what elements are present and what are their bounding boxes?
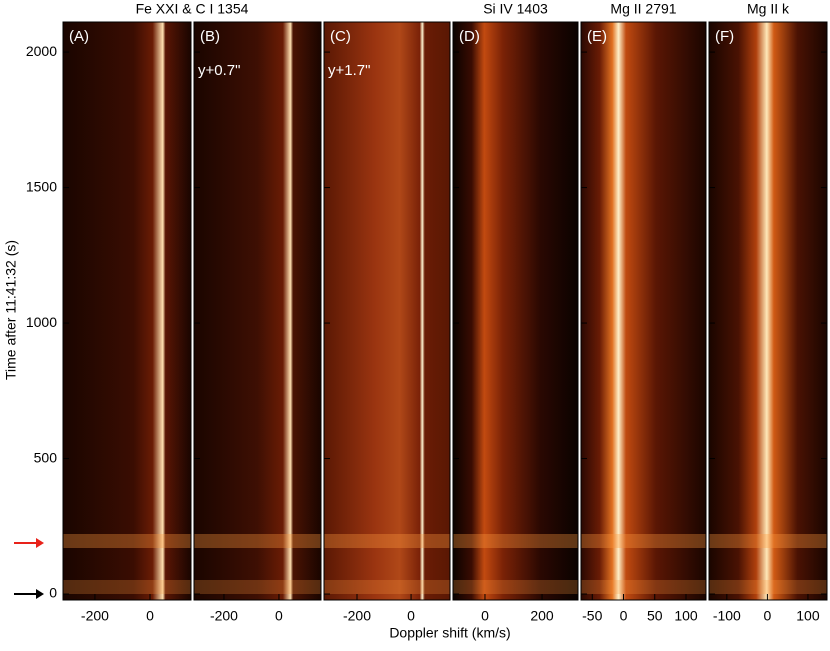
flare-band (324, 580, 450, 594)
x-axis-label: Doppler shift (km/s) (389, 625, 510, 641)
x-tick-label: 100 (674, 608, 698, 624)
spectral-image (453, 22, 578, 600)
x-tick-label: 0 (146, 608, 154, 624)
arrow-head (36, 538, 44, 548)
x-tick-label: 0 (275, 608, 283, 624)
panel-title: Mg II k (747, 1, 790, 17)
flare-band (63, 580, 191, 594)
panel-label: (E) (587, 28, 607, 45)
arrow-head (36, 589, 44, 599)
x-tick-label: 200 (530, 608, 554, 624)
flare-band (709, 534, 827, 548)
panel-frame (323, 21, 451, 601)
y-tick-label: 1000 (26, 314, 57, 330)
flare-band (453, 580, 578, 594)
flare-band (194, 580, 321, 594)
x-tick-label: -100 (713, 608, 741, 624)
y-tick-label: 0 (49, 585, 57, 601)
x-tick-label: -200 (343, 608, 371, 624)
flare-band (324, 534, 450, 548)
panel-label: (F) (715, 28, 734, 45)
x-tick-label: 0 (620, 608, 628, 624)
y-tick-label: 1500 (26, 178, 57, 194)
panel-frame (580, 21, 707, 601)
panel-label: (C) (330, 28, 351, 45)
panel-label: (B) (200, 28, 220, 45)
x-tick-label: -200 (210, 608, 238, 624)
y-axis-label: Time after 11:41:32 (s) (3, 240, 19, 380)
y-tick-label: 2000 (26, 43, 57, 59)
flare-band (581, 534, 706, 548)
x-tick-label: -50 (582, 608, 602, 624)
x-tick-label: 0 (481, 608, 489, 624)
panel-title: Si IV 1403 (483, 1, 548, 17)
flare-band (63, 534, 191, 548)
panel-title: Fe XXI & C I 1354 (136, 1, 249, 17)
panel-label: (D) (459, 28, 480, 45)
panel-frame (62, 21, 192, 601)
panel-frame (708, 21, 828, 601)
x-tick-label: 0 (407, 608, 415, 624)
spectral-image (324, 22, 450, 600)
x-tick-label: -200 (81, 608, 109, 624)
x-tick-label: 50 (647, 608, 663, 624)
spectral-image (194, 22, 321, 600)
flare-band (194, 534, 321, 548)
panel-note: y+0.7" (198, 62, 240, 79)
spectral-image (709, 22, 827, 600)
x-tick-label: 0 (763, 608, 771, 624)
spectral-image (581, 22, 706, 600)
y-tick-label: 500 (34, 449, 58, 465)
panel-frame (452, 21, 579, 601)
flare-band (581, 580, 706, 594)
x-tick-label: 100 (796, 608, 820, 624)
panel-title: Mg II 2791 (610, 1, 676, 17)
flare-band (709, 580, 827, 594)
panel-label: (A) (69, 28, 89, 45)
panel-note: y+1.7" (328, 62, 370, 79)
flare-band (453, 534, 578, 548)
spectral-image (63, 22, 191, 600)
panel-frame (193, 21, 322, 601)
